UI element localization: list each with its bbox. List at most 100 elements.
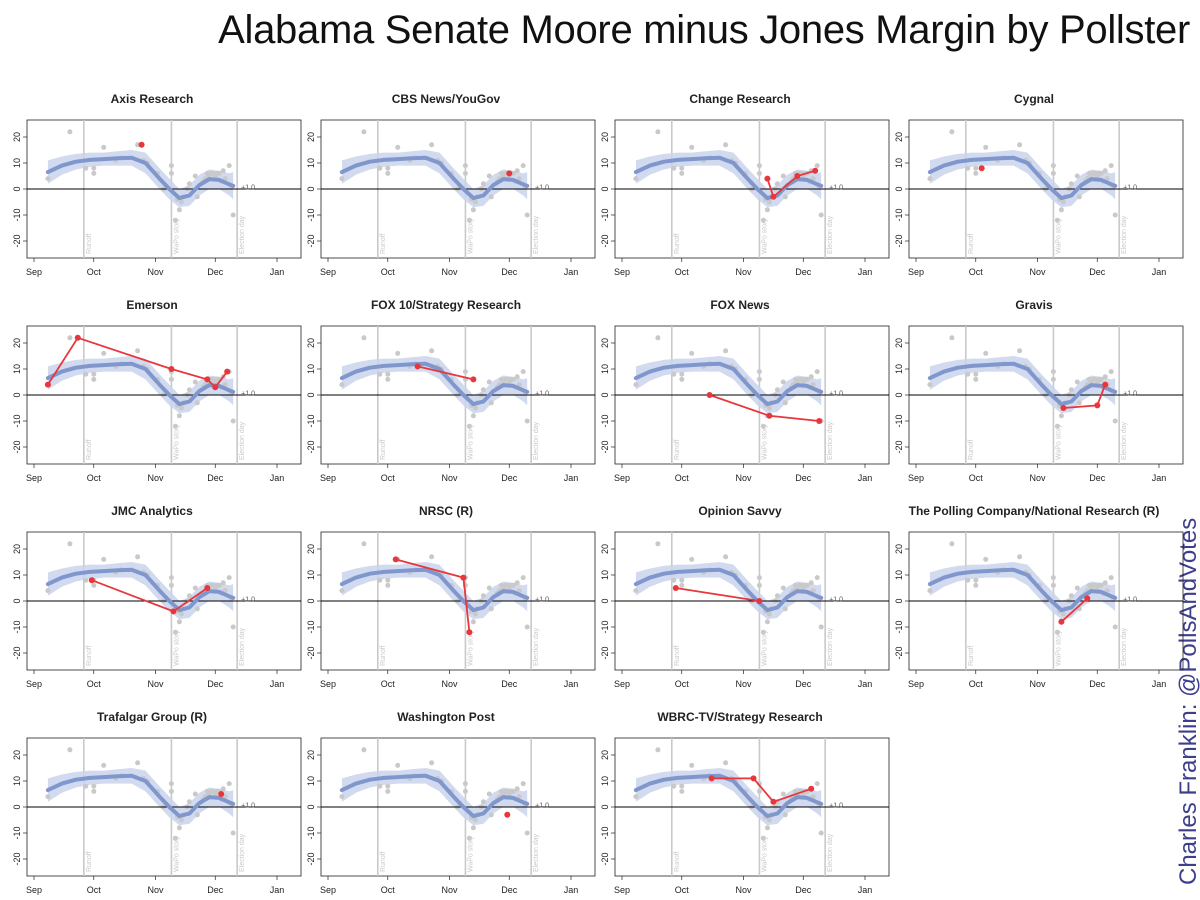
- poll-point: [949, 541, 955, 547]
- x-tick-label: Nov: [735, 267, 752, 277]
- event-label: Runoff: [86, 439, 93, 460]
- poll-point: [1050, 376, 1056, 382]
- poll-point: [194, 194, 200, 200]
- panel-title: CBS News/YouGov: [392, 92, 501, 106]
- trend-end-label: +1.0: [1123, 390, 1137, 397]
- pollster-point: [1102, 381, 1109, 388]
- poll-point: [67, 541, 73, 547]
- y-tick-label: 10: [12, 158, 22, 168]
- poll-point: [192, 791, 198, 797]
- y-tick-label: 20: [894, 338, 904, 348]
- y-tick-label: -20: [306, 234, 316, 247]
- y-tick-label: 10: [600, 364, 610, 374]
- y-tick-label: -10: [894, 414, 904, 427]
- poll-point: [178, 199, 184, 205]
- poll-point: [723, 760, 729, 766]
- chart-panel: FOX News -20 -10 0 10 20 Sep Oct Nov Dec Jan Runoff…: [600, 298, 890, 483]
- x-tick-label: Nov: [441, 473, 458, 483]
- poll-point: [782, 606, 788, 612]
- chart-panel: Gravis -20 -10 0 10 20 Sep Oct Nov Dec Jan Runoff Wa…: [894, 298, 1184, 483]
- pollster-point: [506, 170, 513, 177]
- y-tick-label: -10: [306, 208, 316, 221]
- poll-point: [377, 165, 383, 171]
- poll-point: [480, 387, 486, 393]
- pollster-point: [1084, 595, 1091, 602]
- y-tick-label: 0: [600, 804, 610, 809]
- x-tick-label: Oct: [969, 473, 984, 483]
- poll-point: [973, 371, 979, 377]
- y-tick-label: 0: [894, 392, 904, 397]
- poll-point: [679, 376, 685, 382]
- event-label: Election day: [827, 627, 834, 666]
- y-tick-label: 10: [894, 364, 904, 374]
- event-label: WaPo story: [761, 424, 768, 460]
- poll-point: [168, 163, 174, 169]
- poll-point: [679, 783, 685, 789]
- pollster-line: [1060, 597, 1088, 623]
- poll-point: [135, 142, 141, 148]
- event-label: WaPo story: [173, 218, 180, 254]
- poll-point: [514, 580, 520, 586]
- poll-point: [339, 794, 345, 800]
- x-tick-label: Dec: [207, 679, 224, 689]
- y-tick-label: 20: [306, 544, 316, 554]
- poll-point: [385, 783, 391, 789]
- poll-point: [780, 379, 786, 385]
- x-tick-label: Nov: [147, 885, 164, 895]
- poll-point: [764, 825, 770, 831]
- y-tick-label: 10: [306, 570, 316, 580]
- poll-point: [83, 165, 89, 171]
- y-tick-label: 20: [306, 338, 316, 348]
- y-tick-label: -20: [894, 440, 904, 453]
- y-tick-label: 0: [894, 598, 904, 603]
- panel-title: Axis Research: [111, 92, 194, 106]
- chart-panel: FOX 10/Strategy Research -20 -10 0 10 20 Sep Oc…: [306, 298, 596, 483]
- pollster-point: [1094, 402, 1101, 409]
- poll-point: [814, 575, 820, 581]
- poll-point: [514, 374, 520, 380]
- poll-point: [466, 217, 472, 223]
- poll-point: [679, 788, 685, 794]
- poll-point: [1050, 163, 1056, 169]
- poll-point: [339, 588, 345, 594]
- trend-end-label: +1.0: [829, 802, 843, 809]
- y-tick-label: 10: [600, 776, 610, 786]
- poll-point: [671, 165, 677, 171]
- event-label: WaPo story: [467, 630, 474, 666]
- x-tick-label: Jan: [858, 473, 873, 483]
- poll-point: [466, 423, 472, 429]
- panel-title: Gravis: [1015, 298, 1053, 312]
- y-tick-label: -20: [600, 234, 610, 247]
- poll-point: [973, 165, 979, 171]
- x-tick-label: Oct: [87, 267, 102, 277]
- poll-point: [429, 554, 435, 560]
- poll-point: [385, 165, 391, 171]
- pollster-point: [706, 392, 713, 398]
- event-label: WaPo story: [173, 424, 180, 460]
- poll-point: [756, 788, 762, 794]
- poll-point: [1058, 413, 1064, 419]
- event-label: Election day: [827, 215, 834, 254]
- panel-title: NRSC (R): [419, 504, 473, 518]
- confidence-band: [929, 150, 1116, 208]
- x-tick-label: Sep: [320, 885, 336, 895]
- x-tick-label: Sep: [908, 679, 924, 689]
- poll-point: [176, 413, 182, 419]
- pollster-line: [675, 587, 760, 602]
- pollster-point: [392, 556, 399, 563]
- x-tick-label: Jan: [270, 885, 285, 895]
- pollster-point: [460, 574, 467, 581]
- poll-point: [1076, 194, 1082, 200]
- poll-point: [1054, 629, 1060, 635]
- poll-point: [91, 582, 97, 588]
- poll-point: [186, 387, 192, 393]
- x-tick-label: Jan: [564, 885, 579, 895]
- x-tick-label: Dec: [1089, 473, 1106, 483]
- event-label: Election day: [533, 421, 540, 460]
- event-label: Runoff: [380, 439, 387, 460]
- y-tick-label: 10: [306, 364, 316, 374]
- poll-point: [679, 170, 685, 176]
- poll-point: [91, 788, 97, 794]
- confidence-band: [635, 356, 822, 414]
- confidence-band: [341, 562, 528, 620]
